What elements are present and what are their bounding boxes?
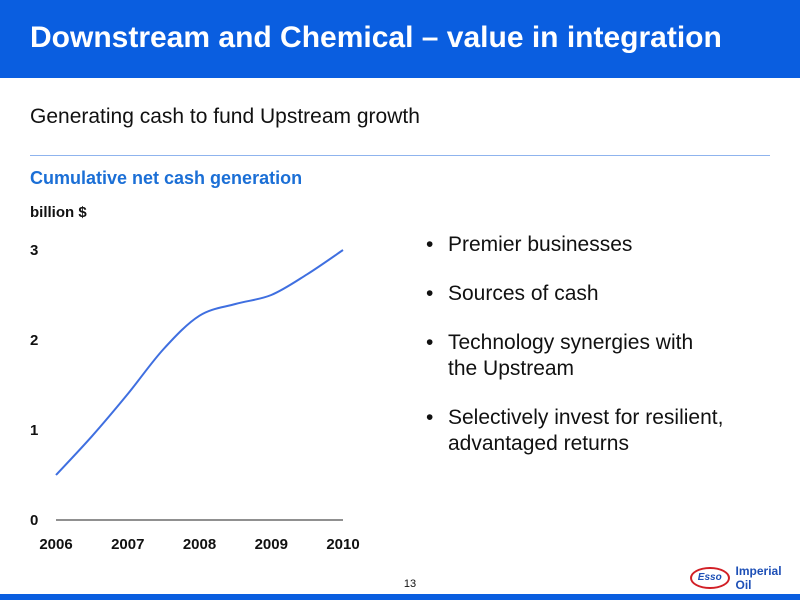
x-tick-label: 2007 (111, 536, 144, 553)
page-number: 13 (403, 578, 417, 590)
bullet-item: • Premier businesses (424, 232, 784, 258)
bullet-text: Technology synergies with (448, 331, 694, 354)
chart-title: Cumulative net cash generation (30, 168, 303, 188)
bullet-text: Sources of cash (448, 282, 599, 305)
title-bar: Downstream and Chemical – value in integ… (0, 0, 800, 78)
y-tick-label: 1 (30, 422, 38, 439)
line-chart: 0 1 2 3 2006 2007 2008 2009 2010 (30, 242, 360, 553)
y-tick-label: 2 (30, 332, 38, 349)
bullet-text-continued: the Upstream (448, 357, 575, 380)
imperial-oil-logo: Esso Imperial Oil (690, 564, 800, 592)
y-tick-label: 3 (30, 242, 38, 259)
bullet-icon: • (426, 282, 434, 305)
slide-title: Downstream and Chemical – value in integ… (30, 21, 722, 54)
bullet-text-continued: advantaged returns (448, 432, 629, 455)
bullet-icon: • (426, 233, 434, 256)
footer-bar (0, 594, 800, 600)
bullet-item: • Technology synergies with the Upstream (424, 330, 784, 382)
y-axis-label: billion $ (30, 204, 87, 221)
bullet-text: Premier businesses (448, 233, 633, 256)
bullet-icon: • (426, 331, 434, 354)
x-tick-label: 2010 (326, 536, 359, 553)
x-tick-label: 2008 (183, 536, 216, 553)
series-line (55, 249, 344, 476)
x-tick-label: 2009 (255, 536, 288, 553)
y-tick-label: 0 (30, 512, 38, 529)
bullet-item: • Selectively invest for resilient, adva… (424, 405, 784, 457)
esso-logo-icon: Esso (690, 567, 730, 589)
bullet-icon: • (426, 406, 434, 429)
bullet-text: Selectively invest for resilient, (448, 406, 724, 429)
x-tick-label: 2006 (39, 536, 72, 553)
slide-subtitle: Generating cash to fund Upstream growth (30, 105, 420, 128)
divider (30, 155, 770, 156)
company-name: Imperial Oil (735, 564, 782, 592)
bullet-item: • Sources of cash (424, 281, 784, 307)
bullet-list: • Premier businesses • Sources of cash •… (424, 232, 784, 480)
